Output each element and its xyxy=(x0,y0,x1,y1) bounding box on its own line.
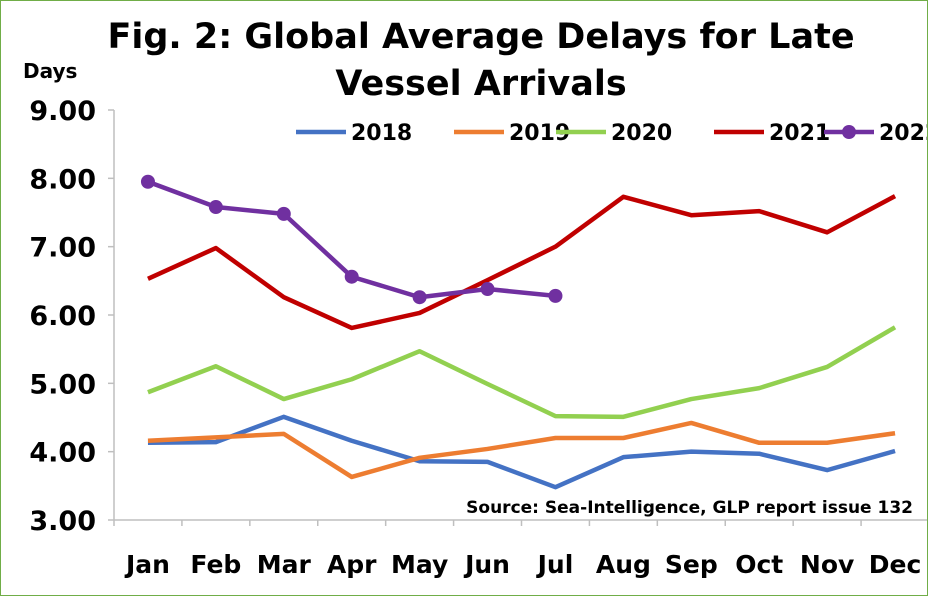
legend-label: 2018 xyxy=(351,121,412,146)
x-tick-label: Feb xyxy=(190,550,241,579)
series-2022 xyxy=(140,174,563,305)
data-point-2022 xyxy=(412,290,427,305)
data-point-2022 xyxy=(208,200,223,215)
legend-item-2020: 2020 xyxy=(556,121,672,146)
x-tick-label: Jul xyxy=(536,550,574,579)
series-line-2021 xyxy=(147,194,897,331)
x-tick-label: Mar xyxy=(257,550,312,579)
series-line-2019 xyxy=(147,420,896,480)
data-point-2022 xyxy=(480,282,495,297)
x-tick-label: Sep xyxy=(665,550,718,579)
x-tick-label: Jan xyxy=(124,550,170,579)
series-line-2018 xyxy=(147,414,896,490)
x-tick-label: Apr xyxy=(327,550,377,579)
x-tick-label: May xyxy=(391,550,448,579)
chart-title-line-1: Fig. 2: Global Average Delays for Late xyxy=(107,17,854,57)
y-tick-label: 3.00 xyxy=(29,506,96,537)
x-tick-label: Dec xyxy=(869,550,922,579)
chart-title-line-2: Vessel Arrivals xyxy=(335,64,626,104)
x-tick-label: Nov xyxy=(800,550,854,579)
y-tick-label: 8.00 xyxy=(29,164,96,195)
y-tick-label: 9.00 xyxy=(29,96,96,127)
y-tick-label: 6.00 xyxy=(29,301,96,332)
legend-label: 2021 xyxy=(769,121,830,146)
legend-item-2018: 2018 xyxy=(296,121,412,146)
data-point-2022 xyxy=(140,174,155,189)
series-2018 xyxy=(147,414,896,490)
data-point-2022 xyxy=(548,288,563,303)
data-point-2022 xyxy=(344,269,359,284)
series-2019 xyxy=(147,420,896,480)
y-tick-label: 5.00 xyxy=(29,369,96,400)
source-note: Source: Sea-Intelligence, GLP report iss… xyxy=(466,498,913,518)
series-2020 xyxy=(147,325,897,420)
series-2021 xyxy=(147,194,897,331)
legend-item-2019: 2019 xyxy=(454,121,570,146)
x-tick-label: Aug xyxy=(596,550,651,579)
legend-item-2022: 2022 xyxy=(824,121,927,146)
legend-label: 2022 xyxy=(879,121,927,146)
x-tick-label: Jun xyxy=(463,550,510,579)
legend-item-2021: 2021 xyxy=(714,121,830,146)
series-line-2020 xyxy=(147,325,897,420)
y-axis-label: Days xyxy=(23,59,77,83)
x-tick-label: Oct xyxy=(735,550,783,579)
legend-label: 2020 xyxy=(611,121,672,146)
y-tick-label: 4.00 xyxy=(29,438,96,469)
data-point-2022 xyxy=(276,206,291,221)
legend-marker xyxy=(842,125,856,139)
y-tick-label: 7.00 xyxy=(29,233,96,264)
